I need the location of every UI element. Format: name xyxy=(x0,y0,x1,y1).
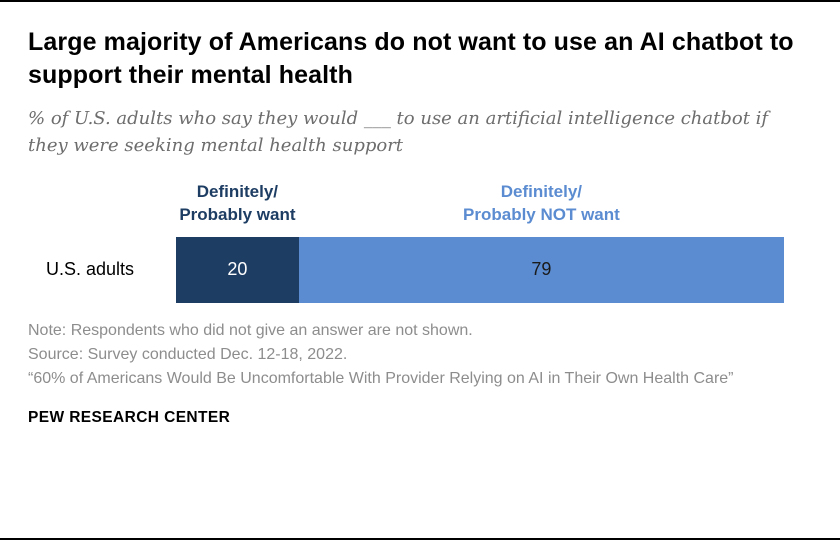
value-label-not-want: 79 xyxy=(531,259,552,280)
pew-research-center-footer: PEW RESEARCH CENTER xyxy=(28,408,231,426)
source-line: Source: Survey conducted Dec. 12-18, 202… xyxy=(28,345,348,363)
bar-segment-not-want: 79 xyxy=(298,236,784,303)
citation-line: “60% of Americans Would Be Uncomfortable… xyxy=(28,369,734,387)
value-label-want: 20 xyxy=(227,259,248,280)
chart-subtitle: % of U.S. adults who say they would ___ … xyxy=(28,108,769,156)
note-line: Note: Respondents who did not give an an… xyxy=(28,321,473,339)
bar-row: U.S. adults 20 79 xyxy=(28,236,812,303)
stacked-bar-chart: Definitely/ Probably want Definitely/ Pr… xyxy=(28,181,812,303)
stacked-bar: 20 79 xyxy=(176,236,784,303)
legend-row: Definitely/ Probably want Definitely/ Pr… xyxy=(28,181,812,237)
legend-label-not-want: Definitely/ Probably NOT want xyxy=(463,182,620,224)
legend-spacer xyxy=(28,181,176,237)
chart-notes: Note: Respondents who did not give an an… xyxy=(28,319,812,391)
bar-segment-want: 20 xyxy=(176,236,299,303)
chart-title: Large majority of Americans do not want … xyxy=(28,28,794,89)
legend-label-want: Definitely/ Probably want xyxy=(179,182,296,224)
row-label-us-adults: U.S. adults xyxy=(46,259,135,280)
